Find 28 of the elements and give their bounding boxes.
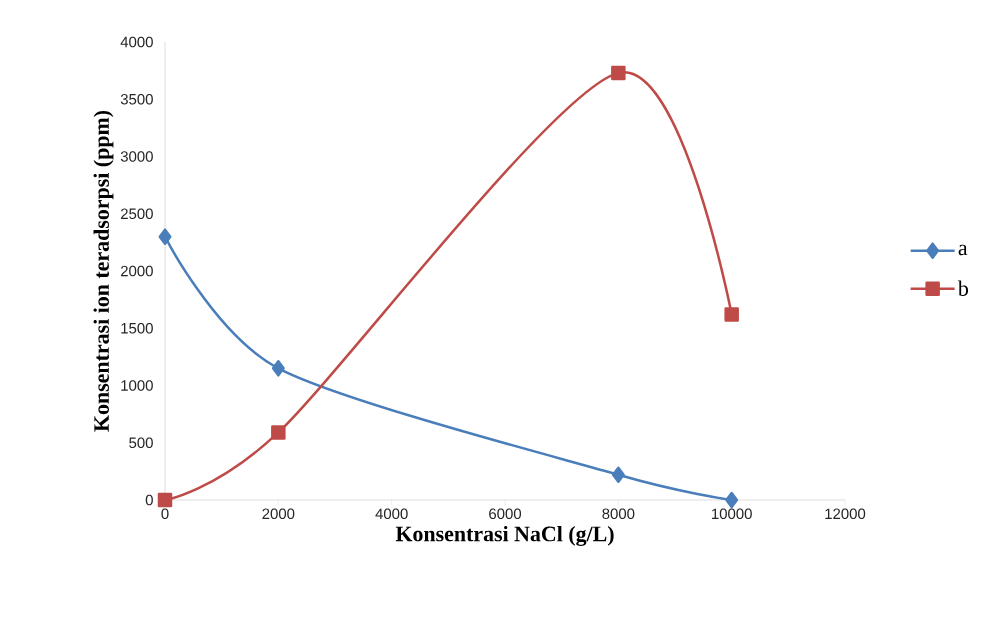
point	[725, 491, 739, 509]
point	[271, 425, 286, 440]
x-tick-label: 8000	[602, 508, 635, 520]
x-tick-label: 10000	[712, 508, 752, 520]
x-tick-label: 6000	[489, 508, 522, 520]
y-tick-label: 1500	[121, 322, 153, 334]
y-tick-label: 4000	[120, 36, 153, 48]
point	[611, 466, 625, 484]
x-axis-title: Konsentrasi NaCl (g/L)	[395, 525, 614, 546]
y-tick-label: 3500	[120, 93, 153, 105]
point	[157, 492, 173, 508]
point	[611, 65, 626, 81]
x-tick-label: 4000	[375, 508, 408, 520]
legend-label: a	[958, 244, 968, 256]
y-tick-label: 2000	[120, 265, 153, 277]
y-tick-label: 500	[129, 437, 153, 449]
y-tick-label: 1000	[121, 380, 153, 391]
point	[724, 307, 739, 322]
y-axis-title: Konsentrasi ion teradsorpsi (ppm)	[93, 110, 114, 432]
point	[158, 228, 172, 245]
x-tick-label: 0	[161, 508, 169, 520]
y-tick-label: 0	[145, 494, 153, 506]
y-tick-label: 3000	[120, 151, 153, 162]
x-tick-label: 2000	[262, 508, 295, 520]
x-tick-label: 12000	[825, 508, 866, 520]
legend-label: b	[957, 280, 969, 296]
point	[271, 360, 285, 377]
y-tick-label: 2500	[120, 208, 153, 220]
